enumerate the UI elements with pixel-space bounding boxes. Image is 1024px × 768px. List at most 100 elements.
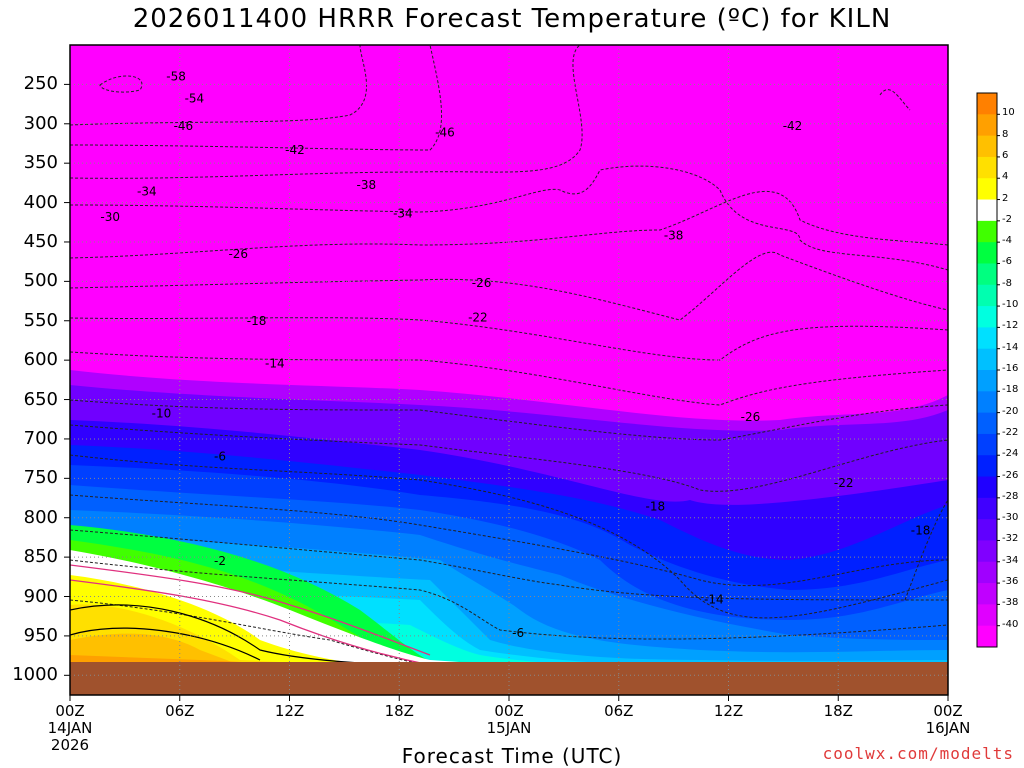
contour-label: -22: [468, 311, 488, 325]
contour-label: -26: [228, 247, 248, 261]
contour-label: -26: [472, 276, 492, 290]
colorbar-swatch: [977, 583, 997, 605]
colorbar-tick-label: -38: [1002, 597, 1019, 609]
x-tick-label: 18Z: [823, 702, 853, 720]
colorbar-swatch: [977, 476, 997, 499]
colorbar-swatch: [977, 540, 997, 563]
x-tick-label: 12Z: [274, 702, 305, 720]
x-tick-label: 18Z: [384, 702, 414, 720]
colorbar-tick-label: -22: [1002, 426, 1019, 438]
contour-label: -18: [911, 523, 931, 537]
contour-label: -46: [174, 119, 194, 133]
contour-label: -14: [265, 356, 285, 370]
ground: [70, 662, 948, 695]
y-tick-label: 650: [23, 388, 58, 410]
colorbar-swatch: [977, 370, 997, 392]
colorbar-swatch: [977, 561, 997, 584]
y-tick-label: 900: [23, 585, 58, 607]
contour-label: -22: [834, 476, 854, 490]
contour-label: -42: [285, 143, 305, 157]
colorbar-tick-label: -34: [1002, 554, 1019, 566]
contour-label: -2: [214, 554, 226, 568]
colorbar-swatch: [977, 412, 997, 435]
colorbar-tick-label: -32: [1002, 533, 1019, 545]
credit-link[interactable]: coolwx.com/modelts: [822, 744, 1014, 763]
colorbar-tick-label: -8: [1002, 277, 1012, 289]
y-tick-label: 350: [23, 152, 58, 174]
contour-label: -18: [247, 314, 267, 328]
x-tick-label: 00Z 16JAN: [925, 702, 971, 737]
colorbar-tick-label: -30: [1002, 512, 1019, 524]
colorbar-tick-label: -4: [1002, 235, 1012, 247]
colorbar-tick-label: 10: [1002, 107, 1015, 119]
colorbar-tick-label: -18: [1002, 384, 1019, 396]
chart-title: 2026011400 HRRR Forecast Temperature (ºC…: [132, 4, 892, 34]
contour-label: -18: [646, 500, 666, 514]
y-tick-label: 400: [23, 191, 58, 213]
colorbar-swatch: [977, 433, 997, 456]
colorbar: [976, 92, 1000, 648]
colorbar-tick-label: -2: [1002, 213, 1012, 225]
contour-label: -10: [152, 407, 172, 421]
y-tick-label: 500: [23, 270, 58, 292]
colorbar-swatch: [977, 327, 997, 350]
y-tick-label: 250: [23, 73, 58, 95]
contour-label: -6: [512, 626, 524, 640]
y-tick-label: 950: [23, 624, 58, 646]
colorbar-tick-label: -6: [1002, 256, 1012, 268]
y-tick-label: 750: [23, 467, 58, 489]
x-tick-label: 00Z 15JAN: [486, 702, 532, 737]
contour-label: -26: [741, 410, 761, 424]
colorbar-swatch: [977, 455, 997, 478]
contour-label: -38: [357, 178, 377, 192]
colorbar-swatch: [977, 604, 997, 627]
colorbar-swatch: [977, 220, 997, 243]
colorbar-tick-label: -24: [1002, 448, 1019, 460]
y-tick-label: 1000: [12, 664, 58, 686]
colorbar-swatch: [977, 135, 997, 158]
colorbar-tick-label: -12: [1002, 320, 1019, 332]
contour-label: -46: [435, 125, 455, 139]
colorbar-swatch: [977, 306, 997, 328]
grid-lines: [70, 45, 948, 695]
colorbar-swatch: [977, 519, 997, 541]
colorbar-tick-label: 4: [1002, 171, 1009, 183]
y-tick-marks: [64, 83, 70, 676]
colorbar-swatch: [977, 625, 997, 648]
contour-label: -14: [704, 593, 724, 607]
colorbar-swatch: [977, 93, 997, 115]
colorbar-swatch: [977, 497, 997, 520]
x-tick-label: 06Z: [165, 702, 195, 720]
contour-labels: -58 -54 -46 -46 -42 -42 -38 -38 -34 -34 -30 -26 -26 -…: [100, 70, 930, 640]
colorbar-tick-label: -20: [1002, 405, 1019, 417]
colorbar-swatch: [977, 199, 997, 222]
x-tick-label: 06Z: [604, 702, 634, 720]
x-tick-label: 00Z 14JAN 2026: [47, 702, 93, 754]
colorbar-swatch: [977, 284, 997, 307]
contour-label: -34: [393, 207, 413, 221]
contour-label: -30: [100, 210, 120, 224]
colorbar-tick-label: -26: [1002, 469, 1019, 481]
contour-label: -42: [783, 119, 803, 133]
colorbar-tick-label: -16: [1002, 363, 1019, 374]
contour-lines: [70, 45, 948, 681]
contour-label: -54: [185, 92, 205, 106]
y-tick-label: 550: [23, 309, 58, 331]
y-tick-label: 600: [23, 349, 58, 371]
colorbar-swatch: [977, 114, 997, 137]
colorbar-swatch: [977, 391, 997, 414]
colorbar-tick-label: -36: [1002, 576, 1019, 588]
x-axis-label: Forecast Time (UTC): [401, 744, 623, 768]
colorbar-swatch: [977, 242, 997, 264]
y-tick-label: 800: [23, 506, 58, 528]
contour-label: -38: [664, 229, 684, 243]
colorbar-swatch: [977, 348, 997, 371]
x-tick-label: 12Z: [713, 702, 744, 720]
colorbar-tick-label: -10: [1002, 299, 1019, 311]
colorbar-tick-label: 6: [1002, 149, 1009, 161]
colorbar-tick-label: -40: [1002, 618, 1019, 630]
y-tick-label: 850: [23, 546, 58, 568]
contour-label: -6: [214, 449, 226, 463]
colorbar-tick-label: -28: [1002, 490, 1019, 502]
